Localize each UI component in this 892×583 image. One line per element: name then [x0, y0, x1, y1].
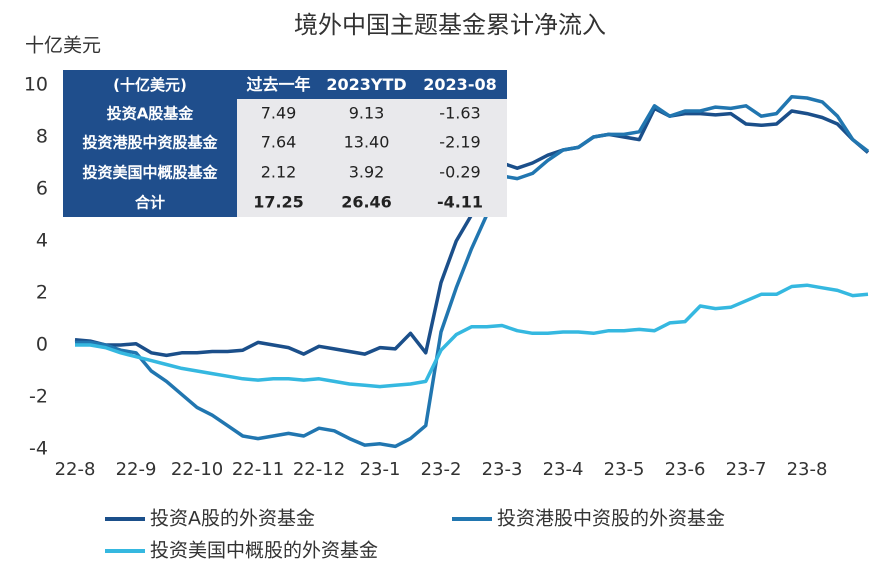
y-tick-label: -2 — [29, 386, 48, 408]
table-cell — [237, 70, 320, 99]
table-cell — [63, 99, 237, 127]
table-cell — [320, 187, 413, 217]
series-line — [75, 283, 869, 389]
table-cell — [413, 99, 507, 127]
table-cell — [237, 157, 320, 187]
legend-label: 投资美国中概股的外资基金 — [150, 540, 378, 562]
table-text: -2.19 — [439, 133, 480, 152]
table-cell — [63, 127, 237, 157]
table-text: (十亿美元) — [113, 76, 187, 94]
table-cell — [63, 187, 237, 217]
x-tick-label: 23-3 — [482, 459, 523, 480]
table-text: 投资港股中资股基金 — [82, 134, 218, 152]
y-tick-label: 4 — [36, 230, 48, 252]
x-tick-label: 23-4 — [543, 459, 584, 480]
x-tick-label: 23-5 — [604, 459, 645, 480]
table-cell — [413, 70, 507, 99]
table-text: 过去一年 — [246, 75, 310, 94]
table-text: 7.49 — [261, 104, 297, 123]
x-tick-label: 23-7 — [726, 459, 767, 480]
y-axis-label: 十亿美元 — [25, 35, 101, 57]
table-cell — [63, 70, 237, 99]
x-tick-label: 23-6 — [665, 459, 706, 480]
y-tick-label: 8 — [36, 126, 48, 148]
x-tick-label: 22-12 — [293, 459, 345, 480]
table-text: 17.25 — [253, 193, 304, 212]
table-text: 3.92 — [349, 163, 385, 182]
table-cell — [320, 70, 413, 99]
legend-label: 投资港股中资股的外资基金 — [497, 508, 725, 530]
table-cell — [320, 157, 413, 187]
y-tick-label: -4 — [29, 438, 48, 460]
table-text: 2023-08 — [423, 75, 496, 94]
x-tick-label: 22-9 — [116, 459, 157, 480]
table-text: 2.12 — [261, 163, 297, 182]
table-cell — [63, 157, 237, 187]
table-cell — [413, 127, 507, 157]
table-text: -4.11 — [437, 193, 483, 212]
chart-title: 境外中国主题基金累计净流入 — [294, 11, 606, 39]
x-tick-label: 23-1 — [360, 459, 401, 480]
table-text: 13.40 — [344, 133, 390, 152]
table-text: 26.46 — [341, 193, 392, 212]
table-text: -1.63 — [439, 104, 480, 123]
table-text: -0.29 — [439, 163, 480, 182]
legend-label: 投资A股的外资基金 — [150, 508, 315, 530]
series-line — [75, 94, 870, 449]
table-cell — [413, 157, 507, 187]
y-tick-label: 2 — [36, 282, 48, 304]
table-cell — [320, 99, 413, 127]
x-tick-label: 22-11 — [232, 459, 284, 480]
table-text: 9.13 — [349, 104, 385, 123]
x-tick-label: 22-8 — [55, 459, 96, 480]
table-text: 合计 — [134, 194, 165, 212]
table-text: 投资美国中概股基金 — [82, 164, 218, 182]
y-tick-label: 0 — [36, 334, 48, 356]
table-cell — [237, 187, 320, 217]
x-tick-label: 23-8 — [787, 459, 828, 480]
table-cell — [237, 127, 320, 157]
y-tick-label: 6 — [36, 178, 48, 200]
table-cell — [320, 127, 413, 157]
y-tick-label: 10 — [24, 74, 48, 96]
table-text: 投资A股基金 — [107, 105, 195, 123]
x-tick-label: 23-2 — [421, 459, 462, 480]
x-tick-label: 22-10 — [171, 459, 223, 480]
table-text: 2023YTD — [326, 75, 406, 94]
table-cell — [413, 187, 507, 217]
table-cell — [237, 99, 320, 127]
table-text: 7.64 — [261, 133, 297, 152]
